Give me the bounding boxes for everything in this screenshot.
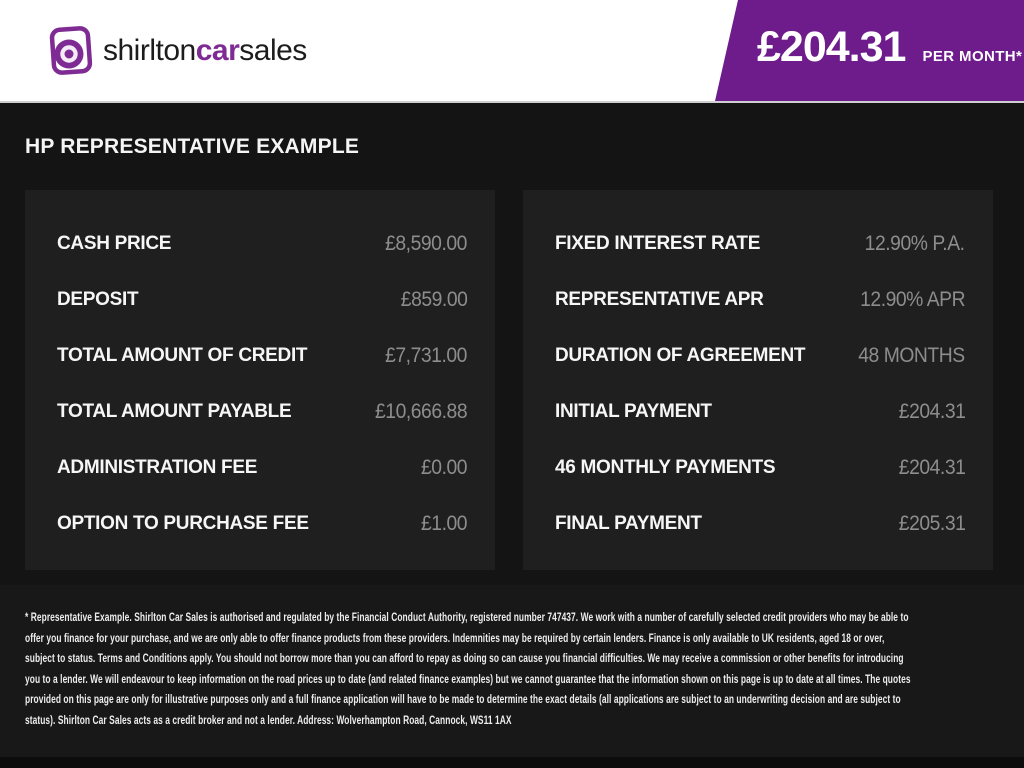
wordmark-shirlton: shirlton (103, 33, 196, 67)
finance-row-initial-payment: INITIAL PAYMENT £204.31 (555, 384, 965, 440)
header: shirlton car sales £204.31 PER MONTH* (0, 0, 1024, 103)
finance-row-apr: REPRESENTATIVE APR 12.90% APR (555, 272, 965, 328)
finance-row-label: FIXED INTEREST RATE (555, 233, 761, 254)
finance-row-monthly-payments: 46 MONTHLY PAYMENTS £204.31 (555, 440, 965, 496)
finance-row-total-payable: TOTAL AMOUNT PAYABLE £10,666.88 (57, 384, 467, 440)
finance-panels: CASH PRICE £8,590.00 DEPOSIT £859.00 TOT… (25, 190, 993, 570)
finance-row-label: TOTAL AMOUNT OF CREDIT (57, 345, 308, 366)
disclaimer-section: * Representative Example. Shirlton Car S… (0, 585, 1024, 768)
finance-row-label: INITIAL PAYMENT (555, 401, 712, 422)
page-title: HP REPRESENTATIVE EXAMPLE (25, 135, 360, 158)
finance-row-deposit: DEPOSIT £859.00 (57, 272, 467, 328)
finance-row-admin-fee: ADMINISTRATION FEE £0.00 (57, 440, 467, 496)
finance-row-value: £1.00 (420, 512, 468, 535)
wordmark-car: car (195, 33, 240, 67)
finance-row-value: £205.31 (898, 512, 965, 535)
finance-row-label: DURATION OF AGREEMENT (555, 345, 806, 366)
finance-row-value: 12.90% APR (860, 288, 965, 311)
finance-row-value: £7,731.00 (385, 344, 467, 367)
finance-row-total-credit: TOTAL AMOUNT OF CREDIT £7,731.00 (57, 328, 467, 384)
finance-row-label: DEPOSIT (57, 289, 139, 310)
finance-row-label: ADMINISTRATION FEE (57, 457, 258, 478)
bottom-bar (0, 757, 1024, 768)
finance-row-duration: DURATION OF AGREEMENT 48 MONTHS (555, 328, 965, 384)
finance-row-value: £10,666.88 (374, 400, 468, 423)
monthly-price-amount: £204.31 (757, 23, 906, 71)
finance-row-final-payment: FINAL PAYMENT £205.31 (555, 496, 965, 552)
finance-row-value: 48 MONTHS (858, 344, 966, 367)
monthly-price-banner: £204.31 PER MONTH* (715, 0, 1024, 101)
finance-row-value: £859.00 (400, 288, 467, 311)
finance-row-value: £8,590.00 (385, 232, 467, 255)
finance-row-cash-price: CASH PRICE £8,590.00 (57, 216, 467, 272)
dealer-logo-icon (48, 25, 94, 77)
finance-row-value: £204.31 (898, 456, 965, 479)
dealer-wordmark: shirlton car sales (103, 34, 307, 68)
finance-row-option-fee: OPTION TO PURCHASE FEE £1.00 (57, 496, 467, 552)
finance-row-label: FINAL PAYMENT (555, 513, 702, 534)
disclaimer-text: * Representative Example. Shirlton Car S… (25, 610, 911, 727)
finance-row-label: OPTION TO PURCHASE FEE (57, 513, 309, 534)
finance-panel-right: FIXED INTEREST RATE 12.90% P.A. REPRESEN… (523, 190, 993, 570)
finance-row-interest-rate: FIXED INTEREST RATE 12.90% P.A. (555, 216, 965, 272)
monthly-price-period: PER MONTH* (922, 48, 1023, 65)
finance-row-label: 46 MONTHLY PAYMENTS (555, 457, 776, 478)
dealer-logo[interactable]: shirlton car sales (48, 25, 307, 77)
finance-row-value: £204.31 (898, 400, 965, 423)
finance-row-label: REPRESENTATIVE APR (555, 289, 764, 310)
finance-row-label: CASH PRICE (57, 233, 172, 254)
finance-panel-left: CASH PRICE £8,590.00 DEPOSIT £859.00 TOT… (25, 190, 495, 570)
finance-row-value: £0.00 (420, 456, 468, 479)
finance-row-label: TOTAL AMOUNT PAYABLE (57, 401, 292, 422)
wordmark-sales: sales (239, 33, 307, 67)
finance-row-value: 12.90% P.A. (865, 232, 965, 255)
